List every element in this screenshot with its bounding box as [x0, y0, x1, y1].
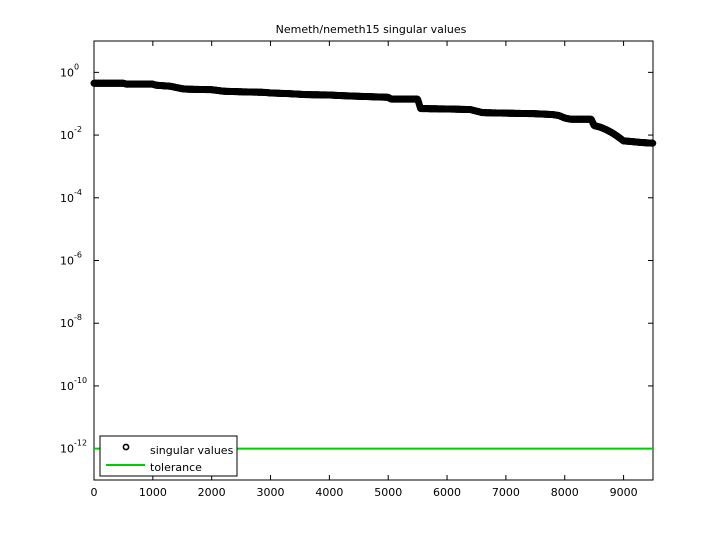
x-tick-label: 6000	[433, 486, 461, 499]
y-tick-base: 10	[60, 380, 74, 393]
chart-title: Nemeth/nemeth15 singular values	[276, 23, 467, 36]
y-tick-base: 10	[60, 66, 74, 79]
singular-values-series	[90, 79, 657, 147]
y-tick-label: 10-2	[60, 125, 82, 142]
y-tick-exponent: 0	[74, 62, 79, 71]
legend-box	[99, 435, 238, 477]
y-tick-exponent: -10	[74, 376, 87, 385]
y-tick-base: 10	[60, 192, 74, 205]
y-tick-label: 10-6	[60, 251, 82, 268]
x-tick-label: 5000	[374, 486, 402, 499]
y-tick-label: 10-4	[60, 188, 82, 205]
x-tick-label: 8000	[551, 486, 579, 499]
y-tick-base: 10	[60, 255, 74, 268]
x-tick-label: 1000	[139, 486, 167, 499]
y-tick-exponent: -6	[74, 251, 82, 260]
y-tick-label: 10-10	[60, 376, 87, 393]
legend-label-tolerance: tolerance	[150, 461, 202, 474]
x-tick-label: 4000	[315, 486, 343, 499]
y-tick-base: 10	[60, 443, 74, 456]
y-tick-exponent: -8	[74, 313, 82, 322]
singular-value-point	[649, 139, 657, 147]
y-tick-label: 10-8	[60, 313, 82, 330]
y-tick-base: 10	[60, 129, 74, 142]
x-tick-label: 3000	[257, 486, 285, 499]
x-tick-label: 7000	[492, 486, 520, 499]
legend-label-singular-values: singular values	[150, 444, 234, 457]
y-tick-base: 10	[60, 317, 74, 330]
x-axis: 0 1000 2000 3000 4000 5000 6000 7000 8000 9000	[91, 41, 638, 499]
legend-marker-singular-values	[122, 443, 130, 451]
y-tick-label: 100	[60, 62, 79, 79]
y-tick-exponent: -2	[74, 125, 82, 134]
x-tick-label: 2000	[198, 486, 226, 499]
y-tick-label: 10-12	[60, 439, 87, 456]
y-tick-exponent: -4	[74, 188, 82, 197]
x-tick-label: 0	[91, 486, 98, 499]
legend: singular values tolerance	[99, 435, 238, 477]
x-tick-label: 9000	[610, 486, 638, 499]
y-tick-exponent: -12	[74, 439, 87, 448]
